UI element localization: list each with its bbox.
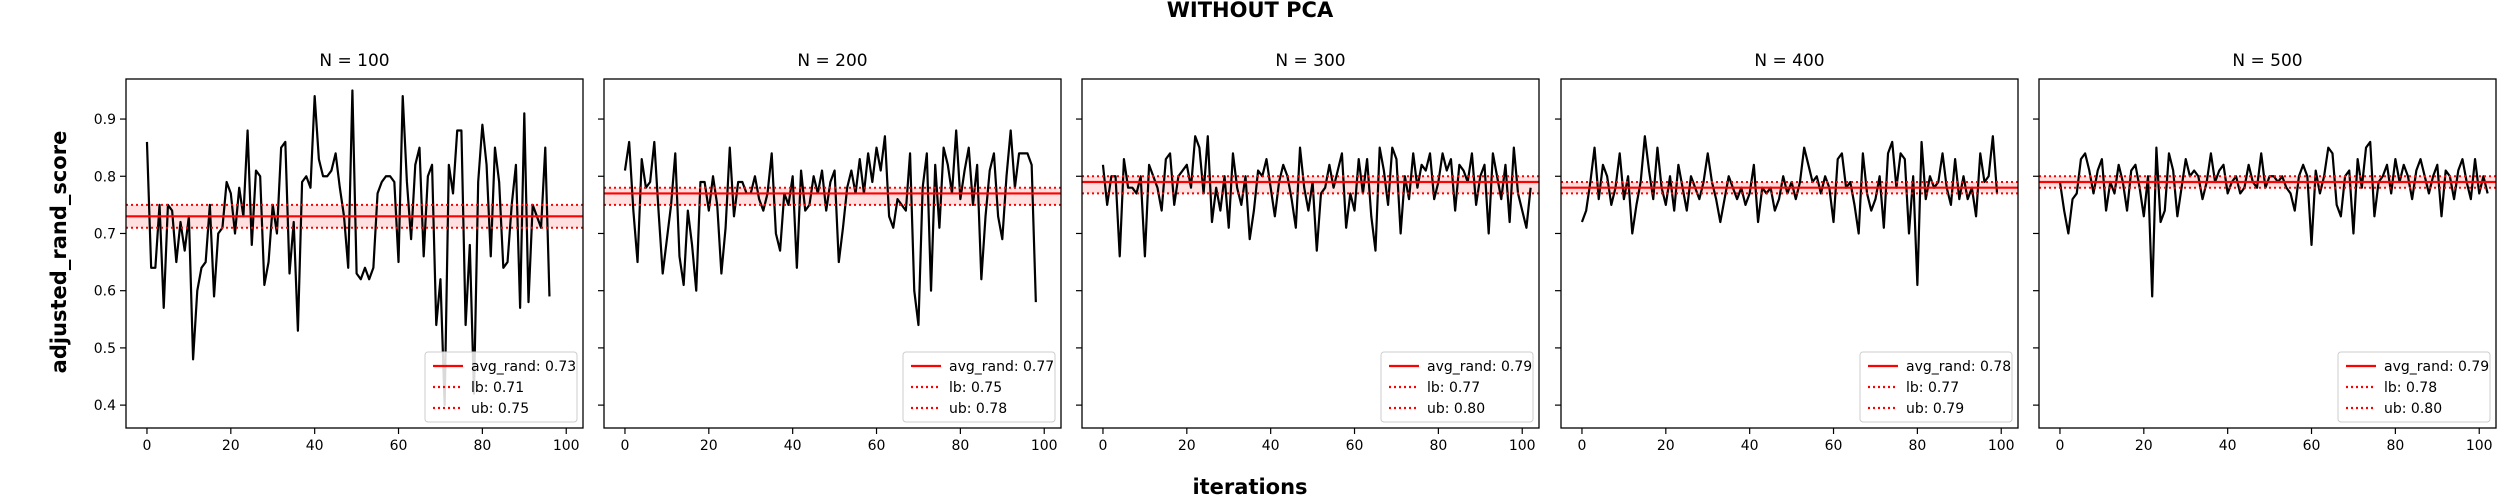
x-tick-label: 100: [2466, 438, 2493, 454]
x-tick-label: 0: [1099, 438, 1108, 454]
series-line: [1101, 135, 1532, 258]
subplot-2: N = 200 0 20 40 60 80 100 avg_rand: 0.77 lb: 0.7…: [598, 51, 1062, 454]
x-tick-label: 80: [473, 438, 491, 454]
x-tick-label: 80: [1429, 438, 1447, 454]
legend-label: lb: 0.71: [471, 380, 524, 396]
axes-frame: [2038, 78, 2497, 429]
subplot-title: N = 400: [1754, 51, 1824, 71]
y-tick-label: 0.5: [94, 341, 116, 357]
legend: avg_rand: 0.77 lb: 0.75 ub: 0.78: [902, 351, 1056, 423]
x-tick-label: 80: [2386, 438, 2404, 454]
figure-suptitle: WITHOUT PCA: [1167, 0, 1334, 22]
confidence-band: [1082, 176, 1539, 194]
legend: avg_rand: 0.78 lb: 0.77 ub: 0.79: [1859, 351, 2013, 423]
legend-box: [424, 351, 578, 423]
series-line: [2058, 140, 2489, 298]
x-tick-label: 20: [700, 438, 718, 454]
x-tick-label: 100: [1509, 438, 1536, 454]
x-tick-label: 40: [1262, 438, 1280, 454]
axes-frame: [1081, 78, 1540, 429]
legend-label: lb: 0.77: [1427, 380, 1480, 396]
y-tick-label: 0.7: [94, 226, 116, 242]
series-line: [623, 129, 1037, 327]
figure-xlabel: iterations: [1192, 475, 1307, 499]
legend-label: avg_rand: 0.79: [1427, 359, 1532, 375]
x-tick-label: 80: [1908, 438, 1926, 454]
series-line: [1580, 135, 1999, 287]
legend-label: lb: 0.78: [2384, 380, 2437, 396]
legend-label: ub: 0.80: [2384, 401, 2442, 417]
x-tick-label: 20: [1178, 438, 1196, 454]
x-tick-label: 40: [2219, 438, 2237, 454]
x-tick-label: 0: [621, 438, 630, 454]
legend-box: [1380, 351, 1534, 423]
x-tick-label: 20: [2135, 438, 2153, 454]
figure-ylabel: adjusted_rand_score: [47, 131, 71, 374]
x-tick-label: 0: [1578, 438, 1587, 454]
x-tick-label: 60: [1825, 438, 1843, 454]
subplot-3: N = 300 0 20 40 60 80 100 avg_rand: 0.79 lb: 0.7…: [1076, 51, 1540, 454]
x-tick-label: 20: [1657, 438, 1675, 454]
x-tick-label: 100: [1988, 438, 2015, 454]
series-line: [145, 89, 551, 407]
legend-label: ub: 0.79: [1906, 401, 1964, 417]
y-tick-label: 0.9: [94, 112, 116, 128]
x-tick-label: 0: [143, 438, 152, 454]
x-tick-label: 40: [784, 438, 802, 454]
confidence-band: [604, 187, 1061, 205]
y-tick-label: 0.4: [94, 398, 116, 414]
legend-box: [2337, 351, 2491, 423]
x-tick-label: 60: [1346, 438, 1364, 454]
legend-label: lb: 0.75: [949, 380, 1002, 396]
subplot-title: N = 300: [1275, 51, 1345, 71]
subplot-panels: N = 100 0 20 40 60 80 100 0.4 0.5 0.6 0.7 0.8 0.9 avg…: [94, 51, 2497, 454]
x-tick-label: 100: [553, 438, 580, 454]
subplot-title: N = 200: [797, 51, 867, 71]
subplot-1: N = 100 0 20 40 60 80 100 0.4 0.5 0.6 0.7 0.8 0.9 avg…: [94, 51, 584, 454]
x-tick-label: 40: [1741, 438, 1759, 454]
legend: avg_rand: 0.79 lb: 0.77 ub: 0.80: [1380, 351, 1534, 423]
subplot-title: N = 100: [319, 51, 389, 71]
x-tick-label: 0: [2056, 438, 2065, 454]
legend-label: ub: 0.75: [471, 401, 529, 417]
subplot-5: N = 500 0 20 40 60 80 100 avg_rand: 0.79 lb: 0.7…: [2033, 51, 2497, 454]
x-tick-label: 60: [868, 438, 886, 454]
legend-box: [902, 351, 1056, 423]
legend-label: avg_rand: 0.78: [1906, 359, 2011, 375]
legend-label: lb: 0.77: [1906, 380, 1959, 396]
legend-box: [1859, 351, 2013, 423]
legend: avg_rand: 0.79 lb: 0.78 ub: 0.80: [2337, 351, 2491, 423]
legend-label: avg_rand: 0.77: [949, 359, 1054, 375]
legend-label: avg_rand: 0.79: [2384, 359, 2489, 375]
x-tick-label: 60: [390, 438, 408, 454]
axes-frame: [1560, 78, 2019, 429]
legend-label: ub: 0.78: [949, 401, 1007, 417]
axes-frame: [603, 78, 1062, 429]
x-tick-label: 20: [222, 438, 240, 454]
x-tick-label: 60: [2303, 438, 2321, 454]
legend-label: ub: 0.80: [1427, 401, 1485, 417]
y-tick-label: 0.8: [94, 169, 116, 185]
subplot-title: N = 500: [2232, 51, 2302, 71]
x-tick-label: 100: [1031, 438, 1058, 454]
x-tick-label: 80: [951, 438, 969, 454]
subplot-4: N = 400 0 20 40 60 80 100 avg_rand: 0.78 lb: 0.7…: [1555, 51, 2019, 454]
axes-frame: [125, 78, 584, 429]
y-tick-label: 0.6: [94, 284, 116, 300]
x-tick-label: 40: [306, 438, 324, 454]
legend-label: avg_rand: 0.73: [471, 359, 576, 375]
legend: avg_rand: 0.73 lb: 0.71 ub: 0.75: [424, 351, 578, 423]
